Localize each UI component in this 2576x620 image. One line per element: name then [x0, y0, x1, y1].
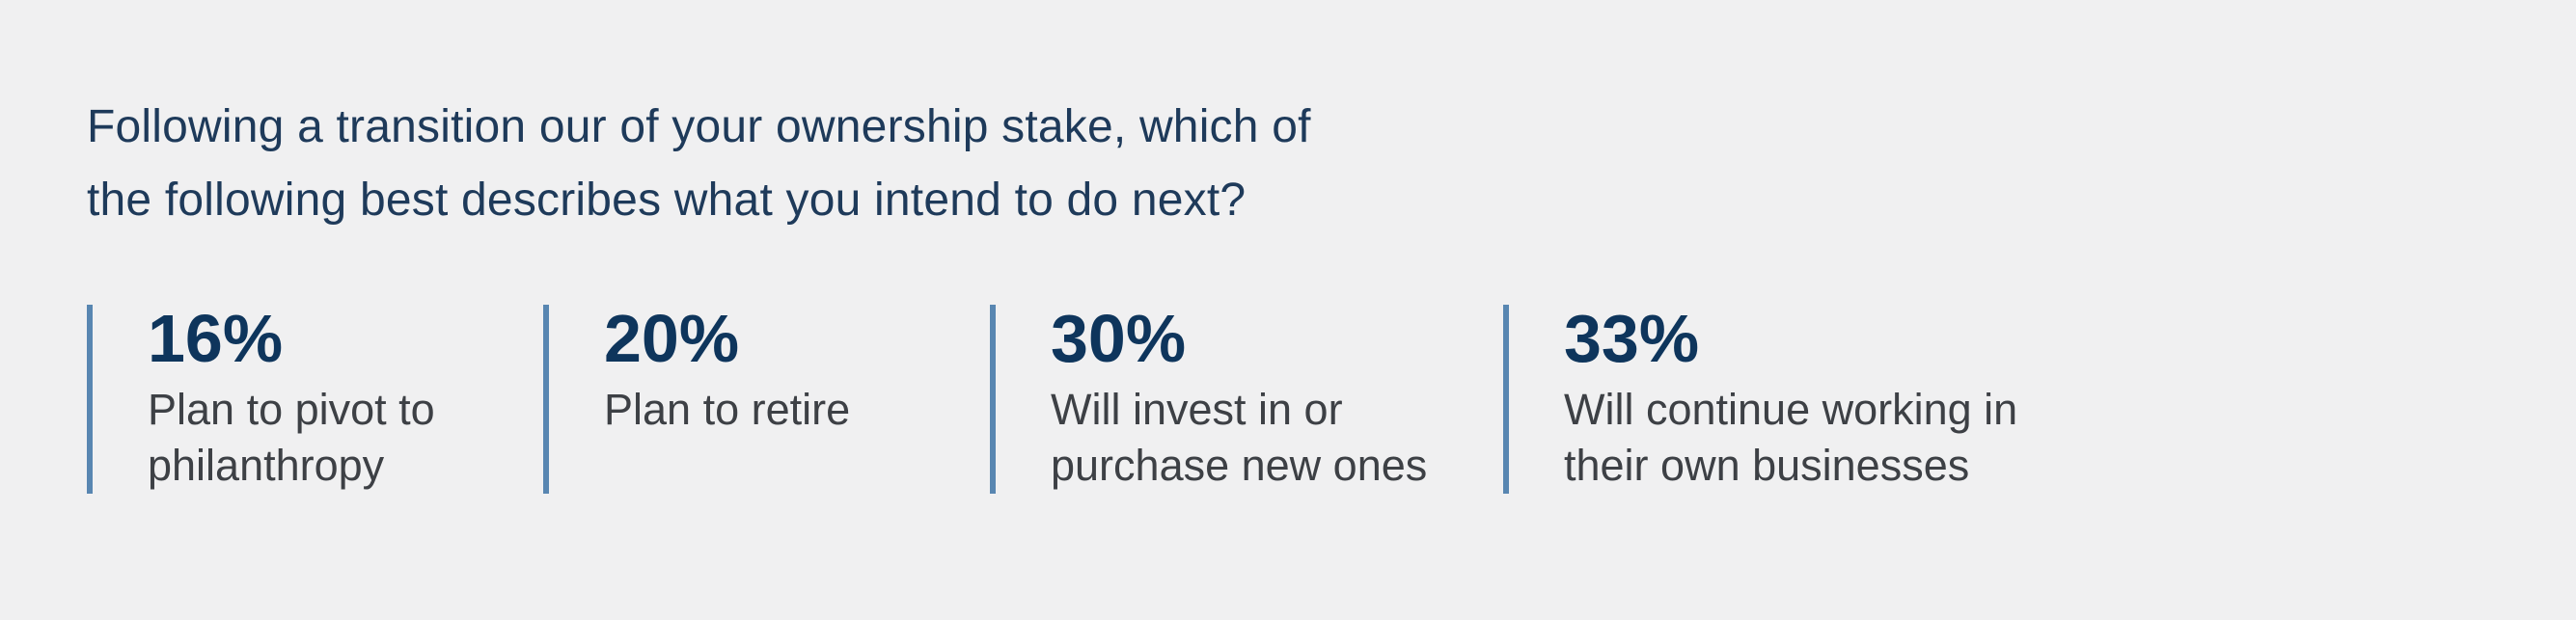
stat-item-invest: 30% Will invest in or purchase new ones: [990, 305, 1503, 494]
stat-item-philanthropy: 16% Plan to pivot to philanthropy: [87, 305, 543, 494]
stat-item-continue-working: 33% Will continue working in their own b…: [1503, 305, 2121, 494]
stats-row: 16% Plan to pivot to philanthropy 20% Pl…: [87, 305, 2576, 494]
heading-line-1: Following a transition our of your owner…: [87, 101, 1311, 152]
heading-line-2: the following best describes what you in…: [87, 175, 1247, 226]
survey-stat-panel: Following a transition our of your owner…: [87, 91, 2576, 494]
stat-label: Will invest in or purchase new ones: [1051, 385, 1428, 490]
stat-value: 33%: [1564, 301, 1700, 376]
stat-value: 16%: [148, 301, 284, 376]
stat-label: Plan to retire: [604, 385, 851, 434]
stat-label: Will continue working in their own busin…: [1564, 385, 2018, 490]
stat-item-retire: 20% Plan to retire: [543, 305, 990, 494]
stat-value: 20%: [604, 301, 740, 376]
survey-question-heading: Following a transition our of your owner…: [87, 91, 2576, 237]
stat-label: Plan to pivot to philanthropy: [148, 385, 435, 490]
stat-value: 30%: [1051, 301, 1187, 376]
